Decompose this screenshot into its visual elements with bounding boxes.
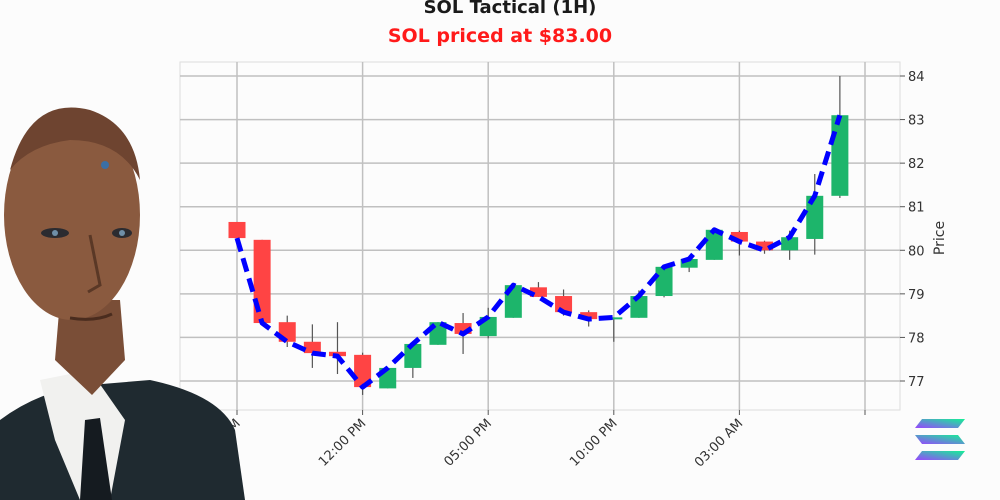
candle-down xyxy=(454,323,472,334)
candle-down xyxy=(756,241,774,251)
candle-up xyxy=(705,229,723,260)
candle-up xyxy=(806,195,824,239)
y-axis: 77 78 79 80 81 82 83 84 xyxy=(900,70,925,390)
candle-down xyxy=(354,354,372,388)
candle-up xyxy=(605,317,623,320)
y-tick-label: 81 xyxy=(908,201,925,216)
candle-up xyxy=(655,266,673,297)
chart-subtitle: SOL priced at $83.00 xyxy=(387,25,613,47)
x-tick-label: 03:00 AM xyxy=(692,416,746,470)
y-tick-label: 82 xyxy=(908,157,925,172)
candle-down xyxy=(580,312,598,320)
x-tick-label: 12:00 PM xyxy=(316,416,369,469)
x-tick-label: 05:00 PM xyxy=(442,416,495,469)
y-axis-label: Price xyxy=(932,221,948,255)
candle-down xyxy=(303,341,321,354)
y-tick-label: 79 xyxy=(908,288,925,303)
candles xyxy=(228,76,849,395)
y-tick-label: 77 xyxy=(908,375,925,390)
candle-down xyxy=(730,231,748,242)
candle-down xyxy=(529,287,547,297)
y-tick-label: 84 xyxy=(908,70,925,85)
candle-up xyxy=(831,115,849,196)
candle-up xyxy=(781,237,799,251)
candle-up xyxy=(404,343,422,368)
candle-up xyxy=(630,296,648,318)
y-tick-label: 78 xyxy=(908,331,925,346)
y-tick-label: 83 xyxy=(908,114,925,129)
close-line xyxy=(234,114,843,390)
y-tick-label: 80 xyxy=(908,244,925,259)
trader-portrait xyxy=(0,107,245,500)
candle-down xyxy=(228,221,246,239)
chart-title: SOL Tactical (1H) xyxy=(423,0,597,18)
x-tick-label: 10:00 PM xyxy=(567,416,620,469)
candle-up xyxy=(680,258,698,268)
solana-logo-icon xyxy=(915,419,965,460)
